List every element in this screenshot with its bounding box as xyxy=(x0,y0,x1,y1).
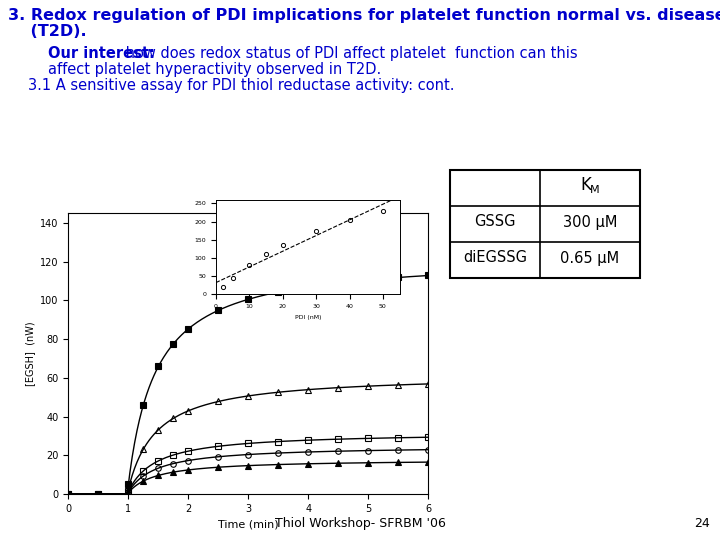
Text: K: K xyxy=(580,176,591,194)
Text: 0.65 μM: 0.65 μM xyxy=(560,251,620,266)
Text: GSSG: GSSG xyxy=(474,214,516,230)
Y-axis label: [EGSH]  (nW): [EGSH] (nW) xyxy=(24,321,35,386)
Text: diEGSSG: diEGSSG xyxy=(463,251,527,266)
Text: 3.1 A sensitive assay for PDI thiol reductase activity: cont.: 3.1 A sensitive assay for PDI thiol redu… xyxy=(28,78,454,93)
Text: 24: 24 xyxy=(694,517,710,530)
Text: 300 μM: 300 μM xyxy=(563,214,617,230)
Text: Thiol Workshop- SFRBM '06: Thiol Workshop- SFRBM '06 xyxy=(274,517,446,530)
Text: (T2D).: (T2D). xyxy=(8,24,86,39)
Text: affect platelet hyperactivity observed in T2D.: affect platelet hyperactivity observed i… xyxy=(48,62,382,77)
X-axis label: Time (min): Time (min) xyxy=(218,519,279,529)
Text: how does redox status of PDI affect platelet  function can this: how does redox status of PDI affect plat… xyxy=(121,46,577,61)
X-axis label: PDI (nM): PDI (nM) xyxy=(294,315,321,320)
Text: 3. Redox regulation of PDI implications for platelet function normal vs. disease: 3. Redox regulation of PDI implications … xyxy=(8,8,720,23)
Bar xyxy=(450,170,640,278)
Text: Our interest:: Our interest: xyxy=(48,46,155,61)
Text: M: M xyxy=(590,185,600,195)
